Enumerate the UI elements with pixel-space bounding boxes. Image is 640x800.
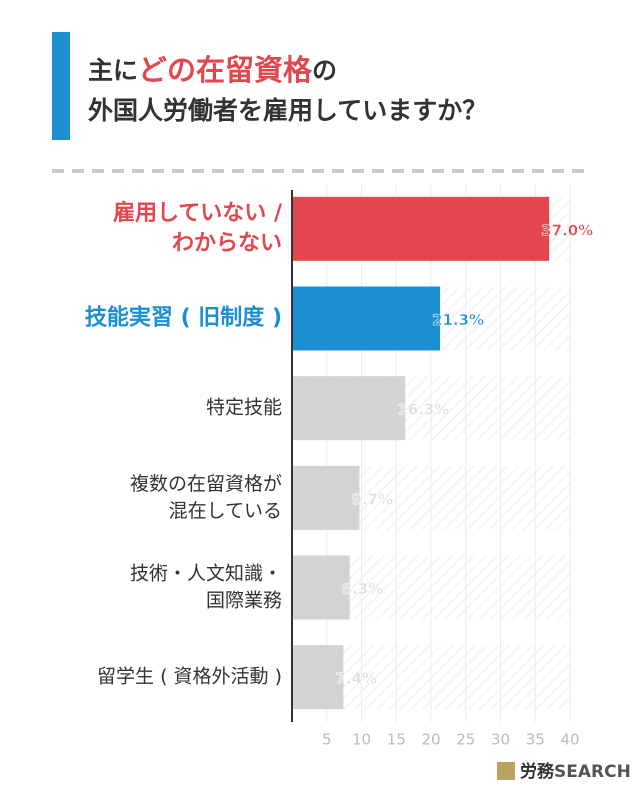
x-tick-label: 25: [456, 731, 475, 749]
x-tick-label: 15: [387, 731, 406, 749]
y-tick-label: 技能実習 ( 旧制度 ): [85, 305, 282, 331]
bar: [292, 645, 344, 710]
brand: 労務SEARCH: [520, 761, 631, 782]
chart-title: 外国人労働者を雇用していますか？: [88, 96, 487, 125]
plot: 5 10 15 20 25 30 35 40 雇用していない / わからない 37.0% 技能実習 (…: [85, 184, 593, 749]
bar: [292, 376, 406, 441]
x-tick-label: 10: [352, 731, 371, 749]
title-accent: [52, 32, 70, 140]
value-label: 9.7%: [351, 490, 393, 508]
x-tick-label: 40: [560, 731, 579, 749]
brand-part: SEARCH: [554, 762, 631, 782]
bar: [292, 555, 350, 620]
x-tick-label: 5: [322, 731, 332, 749]
y-tick-label: 特定技能: [206, 397, 282, 419]
y-tick-label: 技術・人文知識・: [130, 563, 282, 585]
value-label: 16.3%: [397, 401, 449, 419]
bar: [292, 196, 550, 261]
title-part: 主に: [88, 56, 138, 85]
y-tick-label: 複数の在留資格が: [130, 473, 282, 495]
value-label: 21.3%: [432, 311, 484, 329]
value-label: 7.4%: [335, 670, 377, 688]
x-tick-label: 20: [421, 731, 440, 749]
x-tick-label: 35: [526, 731, 545, 749]
title-highlight: どの在留資格: [138, 53, 313, 87]
y-tick-label: 国際業務: [206, 590, 282, 612]
bar: [292, 465, 360, 530]
x-tick-label: 30: [491, 731, 510, 749]
title-part: の: [312, 56, 337, 85]
y-tick-label: 留学生 ( 資格外活動 ): [97, 666, 282, 688]
y-tick-label: わからない: [172, 231, 282, 256]
value-label: 8.3%: [342, 580, 384, 598]
chart-title: 主にどの在留資格の: [88, 53, 337, 87]
y-tick-label: 混在している: [169, 500, 282, 522]
value-label: 37.0%: [541, 221, 593, 239]
bar: [292, 286, 441, 351]
y-tick-label: 雇用していない /: [113, 200, 283, 226]
brand-icon: [497, 762, 515, 780]
brand-part: 労務: [520, 761, 555, 782]
